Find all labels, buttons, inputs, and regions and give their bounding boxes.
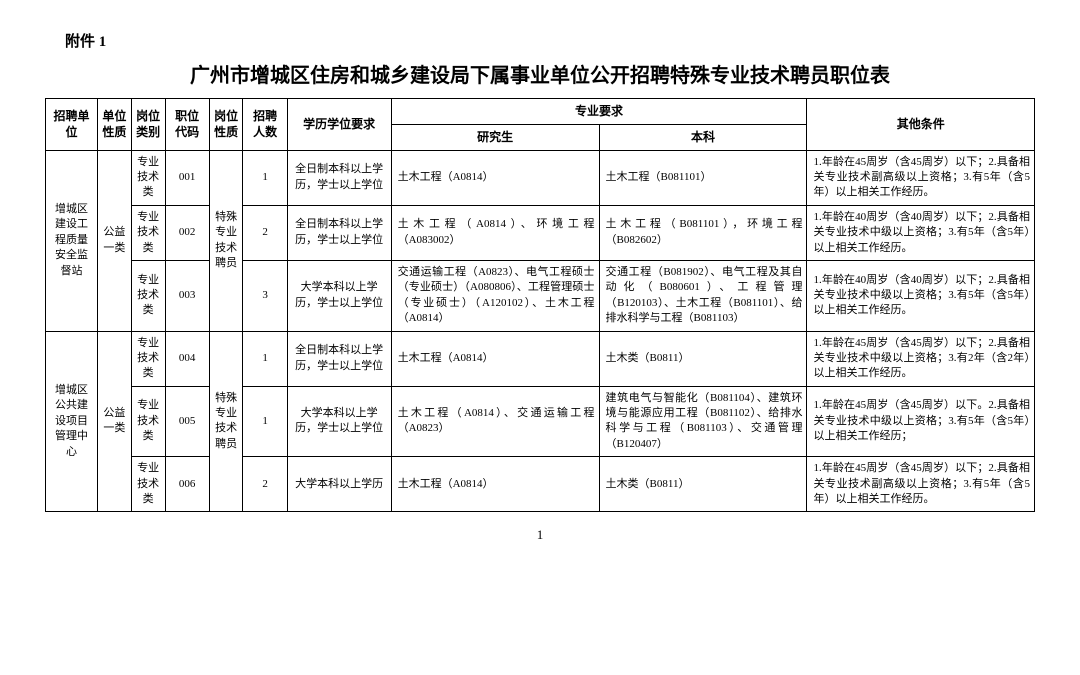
cell-bach: 土木工程（B081101），环境工程（B082602）: [599, 205, 807, 260]
cell-other: 1.年龄在40周岁（含40周岁）以下；2.具备相关专业技术中级以上资格；3.有5…: [807, 205, 1035, 260]
cell-num: 1: [243, 386, 287, 457]
cell-other: 1.年龄在45周岁（含45周岁）以下；2.具备相关专业技术中级以上资格；3.有2…: [807, 331, 1035, 386]
th-unit: 招聘单位: [46, 99, 98, 151]
cell-nature: 特殊专业技术聘员: [209, 150, 243, 331]
cell-other: 1.年龄在45周岁（含45周岁）以下；2.具备相关专业技术副高级以上资格；3.有…: [807, 150, 1035, 205]
table-row: 增城区公共建设项目管理中心 公益一类 专业技术类 004 特殊专业技术聘员 1 …: [46, 331, 1035, 386]
cell-code: 002: [165, 205, 209, 260]
cell-num: 2: [243, 205, 287, 260]
table-row: 专业技术类 002 2 全日制本科以上学历，学士以上学位 土木工程（A0814）…: [46, 205, 1035, 260]
cell-code: 001: [165, 150, 209, 205]
cell-cat: 专业技术类: [131, 457, 165, 512]
cell-other: 1.年龄在40周岁（含40周岁）以下；2.具备相关专业技术中级以上资格；3.有5…: [807, 260, 1035, 331]
cell-code: 003: [165, 260, 209, 331]
cell-grad: 土木工程（A0814）、交通运输工程（A0823）: [391, 386, 599, 457]
cell-grad: 土木工程（A0814）: [391, 457, 599, 512]
cell-cat: 专业技术类: [131, 331, 165, 386]
page-number: 1: [45, 527, 1035, 543]
cell-code: 006: [165, 457, 209, 512]
cell-cat: 专业技术类: [131, 260, 165, 331]
cell-unit: 增城区建设工程质量安全监督站: [46, 150, 98, 331]
cell-edu: 大学本科以上学历，学士以上学位: [287, 386, 391, 457]
cell-code: 004: [165, 331, 209, 386]
cell-other: 1.年龄在45周岁（含45周岁）以下；2.具备相关专业技术副高级以上资格；3.有…: [807, 457, 1035, 512]
table-row: 增城区建设工程质量安全监督站 公益一类 专业技术类 001 特殊专业技术聘员 1…: [46, 150, 1035, 205]
cell-unit-type: 公益一类: [97, 331, 131, 512]
cell-code: 005: [165, 386, 209, 457]
table-row: 专业技术类 006 2 大学本科以上学历 土木工程（A0814） 土木类（B08…: [46, 457, 1035, 512]
cell-num: 3: [243, 260, 287, 331]
page-title: 广州市增城区住房和城乡建设局下属事业单位公开招聘特殊专业技术聘员职位表: [45, 59, 1035, 88]
cell-edu: 大学本科以上学历，学士以上学位: [287, 260, 391, 331]
table-row: 专业技术类 003 3 大学本科以上学历，学士以上学位 交通运输工程（A0823…: [46, 260, 1035, 331]
cell-bach: 土木工程（B081101）: [599, 150, 807, 205]
cell-other: 1.年龄在45周岁（含45周岁）以下。2.具备相关专业技术中级以上资格；3.有5…: [807, 386, 1035, 457]
table-row: 专业技术类 005 1 大学本科以上学历，学士以上学位 土木工程（A0814）、…: [46, 386, 1035, 457]
cell-edu: 全日制本科以上学历，学士以上学位: [287, 205, 391, 260]
cell-edu: 全日制本科以上学历，学士以上学位: [287, 150, 391, 205]
cell-edu: 全日制本科以上学历，学士以上学位: [287, 331, 391, 386]
cell-grad: 土木工程（A0814）、环境工程（A083002）: [391, 205, 599, 260]
th-code: 职位代码: [165, 99, 209, 151]
cell-grad: 土木工程（A0814）: [391, 150, 599, 205]
cell-grad: 交通运输工程（A0823）、电气工程硕士（专业硕士）（A080806）、工程管理…: [391, 260, 599, 331]
cell-grad: 土木工程（A0814）: [391, 331, 599, 386]
cell-num: 2: [243, 457, 287, 512]
cell-cat: 专业技术类: [131, 386, 165, 457]
cell-unit-type: 公益一类: [97, 150, 131, 331]
cell-cat: 专业技术类: [131, 205, 165, 260]
cell-edu: 大学本科以上学历: [287, 457, 391, 512]
cell-num: 1: [243, 331, 287, 386]
th-bach: 本科: [599, 124, 807, 150]
cell-nature: 特殊专业技术聘员: [209, 331, 243, 512]
cell-num: 1: [243, 150, 287, 205]
cell-unit: 增城区公共建设项目管理中心: [46, 331, 98, 512]
table-header-row: 招聘单位 单位性质 岗位类别 职位代码 岗位性质 招聘人数 学历学位要求 专业要…: [46, 99, 1035, 125]
attachment-label: 附件 1: [65, 30, 1035, 51]
th-category: 岗位类别: [131, 99, 165, 151]
th-nature: 岗位性质: [209, 99, 243, 151]
cell-bach: 交通工程（B081902）、电气工程及其自动化（B080601）、工程管理（B1…: [599, 260, 807, 331]
position-table: 招聘单位 单位性质 岗位类别 职位代码 岗位性质 招聘人数 学历学位要求 专业要…: [45, 98, 1035, 512]
th-grad: 研究生: [391, 124, 599, 150]
cell-bach: 土木类（B0811）: [599, 457, 807, 512]
cell-bach: 土木类（B0811）: [599, 331, 807, 386]
cell-bach: 建筑电气与智能化（B081104）、建筑环境与能源应用工程（B081102）、给…: [599, 386, 807, 457]
th-other: 其他条件: [807, 99, 1035, 151]
th-unit-type: 单位性质: [97, 99, 131, 151]
cell-cat: 专业技术类: [131, 150, 165, 205]
th-edu: 学历学位要求: [287, 99, 391, 151]
th-num: 招聘人数: [243, 99, 287, 151]
th-major: 专业要求: [391, 99, 807, 125]
